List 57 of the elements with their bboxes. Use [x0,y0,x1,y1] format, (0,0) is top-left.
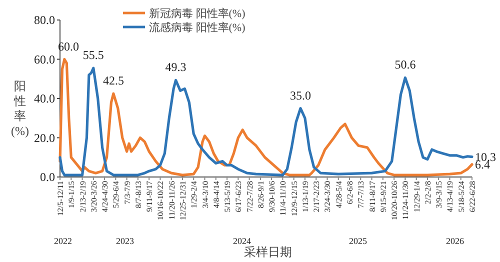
data-label: 42.5 [102,74,124,88]
x-tick-label: 10/20-10/26 [390,181,400,220]
x-tick-label: 3/9-3/15 [434,181,444,208]
x-tick-label: 3/20-3/26 [89,181,98,212]
x-tick-label: 3/24-3/30 [323,181,332,212]
x-tick-label: 11/20-11/26 [167,181,176,220]
x-tick-label: 1/9-1/15 [67,181,76,208]
x-tick-label: 10/16-10/22 [156,181,166,220]
x-tick-label: 8/7-8/13 [134,181,143,208]
y-axis-title: 阳性率(%) [11,79,29,138]
text: 2022 [54,236,72,246]
x-tick-label: 2/13-2/19 [78,181,88,212]
x-tick-label: 5/13-5/19 [223,181,232,212]
x-tick-label: 4/13-4/19 [446,181,455,212]
x-tick-label: 2/17-2/23 [312,181,322,212]
x-tick-label: 4/24-4/30 [100,181,110,212]
x-tick-label: 6/22-6/28 [468,181,477,212]
x-tick-label: 1/29-2/4 [190,181,199,208]
x-tick-label: 12/25-12/31 [178,181,188,220]
x-tick-label: 7/3-7/9 [122,181,132,204]
y-tick-label: 60.0 [34,52,55,66]
data-label: 55.5 [82,48,104,62]
x-tick-label: 5/29-6/4 [112,181,121,208]
x-tick-label: 5/18-5/24 [456,181,466,212]
legend-label: 新冠病毒 阳性率(%) [149,7,246,20]
data-label: 49.3 [165,60,186,74]
x-tick-label: 3/4-3/10 [200,181,210,208]
x-tick-label: 4/28-5/4 [334,181,344,208]
x-tick-label: 9/11-9/17 [145,181,154,212]
text: 2025 [349,236,368,246]
text: 2026 [446,236,464,246]
x-tick-label: 12/9-12/15 [290,181,299,216]
x-tick-label: 9/15-9/21 [378,181,388,212]
x-tick-label: 6/17-6/23 [234,181,244,212]
text: 2024 [233,236,252,246]
y-tick-label: 0.0 [40,170,55,184]
y-tick-label: 20.0 [34,130,55,145]
x-tick-label: 12/29-1/4 [412,181,422,212]
legend-label: 流感病毒 阳性率(%) [149,21,246,34]
text: 2023 [116,236,134,246]
x-tick-label: 7/7-7/13 [356,181,366,208]
x-tick-label: 6/2-6/8 [346,181,355,204]
x-tick-label: 7/22-7/28 [245,181,254,212]
x-tick-label: 8/26-9/1 [256,181,266,208]
data-label: 35.0 [290,88,312,102]
x-tick-label: 12/5-12/11 [56,181,65,216]
x-tick-label: 4/8-4/14 [212,181,221,208]
x-tick-label: 1/13-1/19 [300,181,310,212]
y-tick-label: 40.0 [34,92,55,106]
x-axis-title: 采样日期 [244,245,292,259]
data-label: 50.6 [394,58,416,72]
y-tick-label: 80.0 [34,13,55,27]
x-tick-label: 8/11-8/17 [368,181,377,212]
x-tick-label: 11/4-11/10 [278,181,288,216]
x-tick-label: 11/24-11/30 [401,181,410,220]
x-tick-label: 9/30-10/6 [268,181,277,212]
x-tick-label: 2/2-2/8 [423,181,432,204]
